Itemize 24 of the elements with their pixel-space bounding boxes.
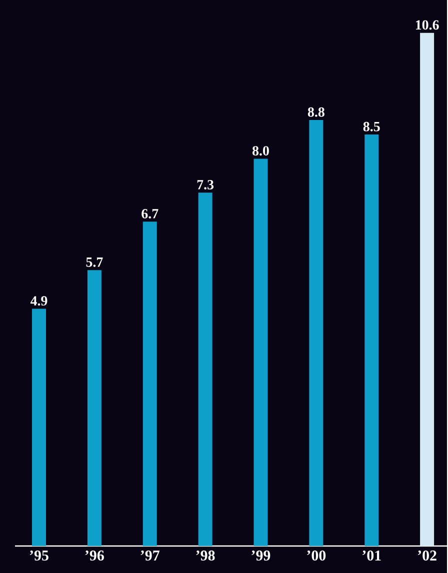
data-label: 4.9: [30, 296, 48, 306]
bar: [420, 32, 434, 546]
x-tick-label: ’00: [307, 550, 326, 561]
data-label: 10.6: [416, 20, 440, 30]
bar: [309, 120, 324, 546]
x-tick-label: ’95: [30, 550, 49, 561]
data-label: 8.8: [308, 107, 325, 117]
data-label: 6.7: [142, 209, 158, 218]
data-label: 8.0: [252, 146, 270, 156]
bar: [364, 134, 379, 546]
x-tick-label: ’96: [86, 550, 104, 561]
x-tick-label: ’99: [252, 550, 270, 561]
bar: [88, 270, 102, 546]
data-label: 8.5: [364, 122, 380, 132]
bar: [143, 222, 158, 546]
x-tick-label: ’97: [141, 550, 160, 561]
x-tick-label: ’98: [196, 550, 215, 561]
x-tick-label: ’02: [418, 550, 437, 561]
bar: [254, 158, 268, 546]
bar: [32, 308, 46, 546]
data-label: 5.7: [86, 258, 104, 267]
x-tick-label: ’01: [362, 550, 382, 561]
bar: [198, 192, 213, 546]
data-label: 7.3: [198, 180, 214, 190]
